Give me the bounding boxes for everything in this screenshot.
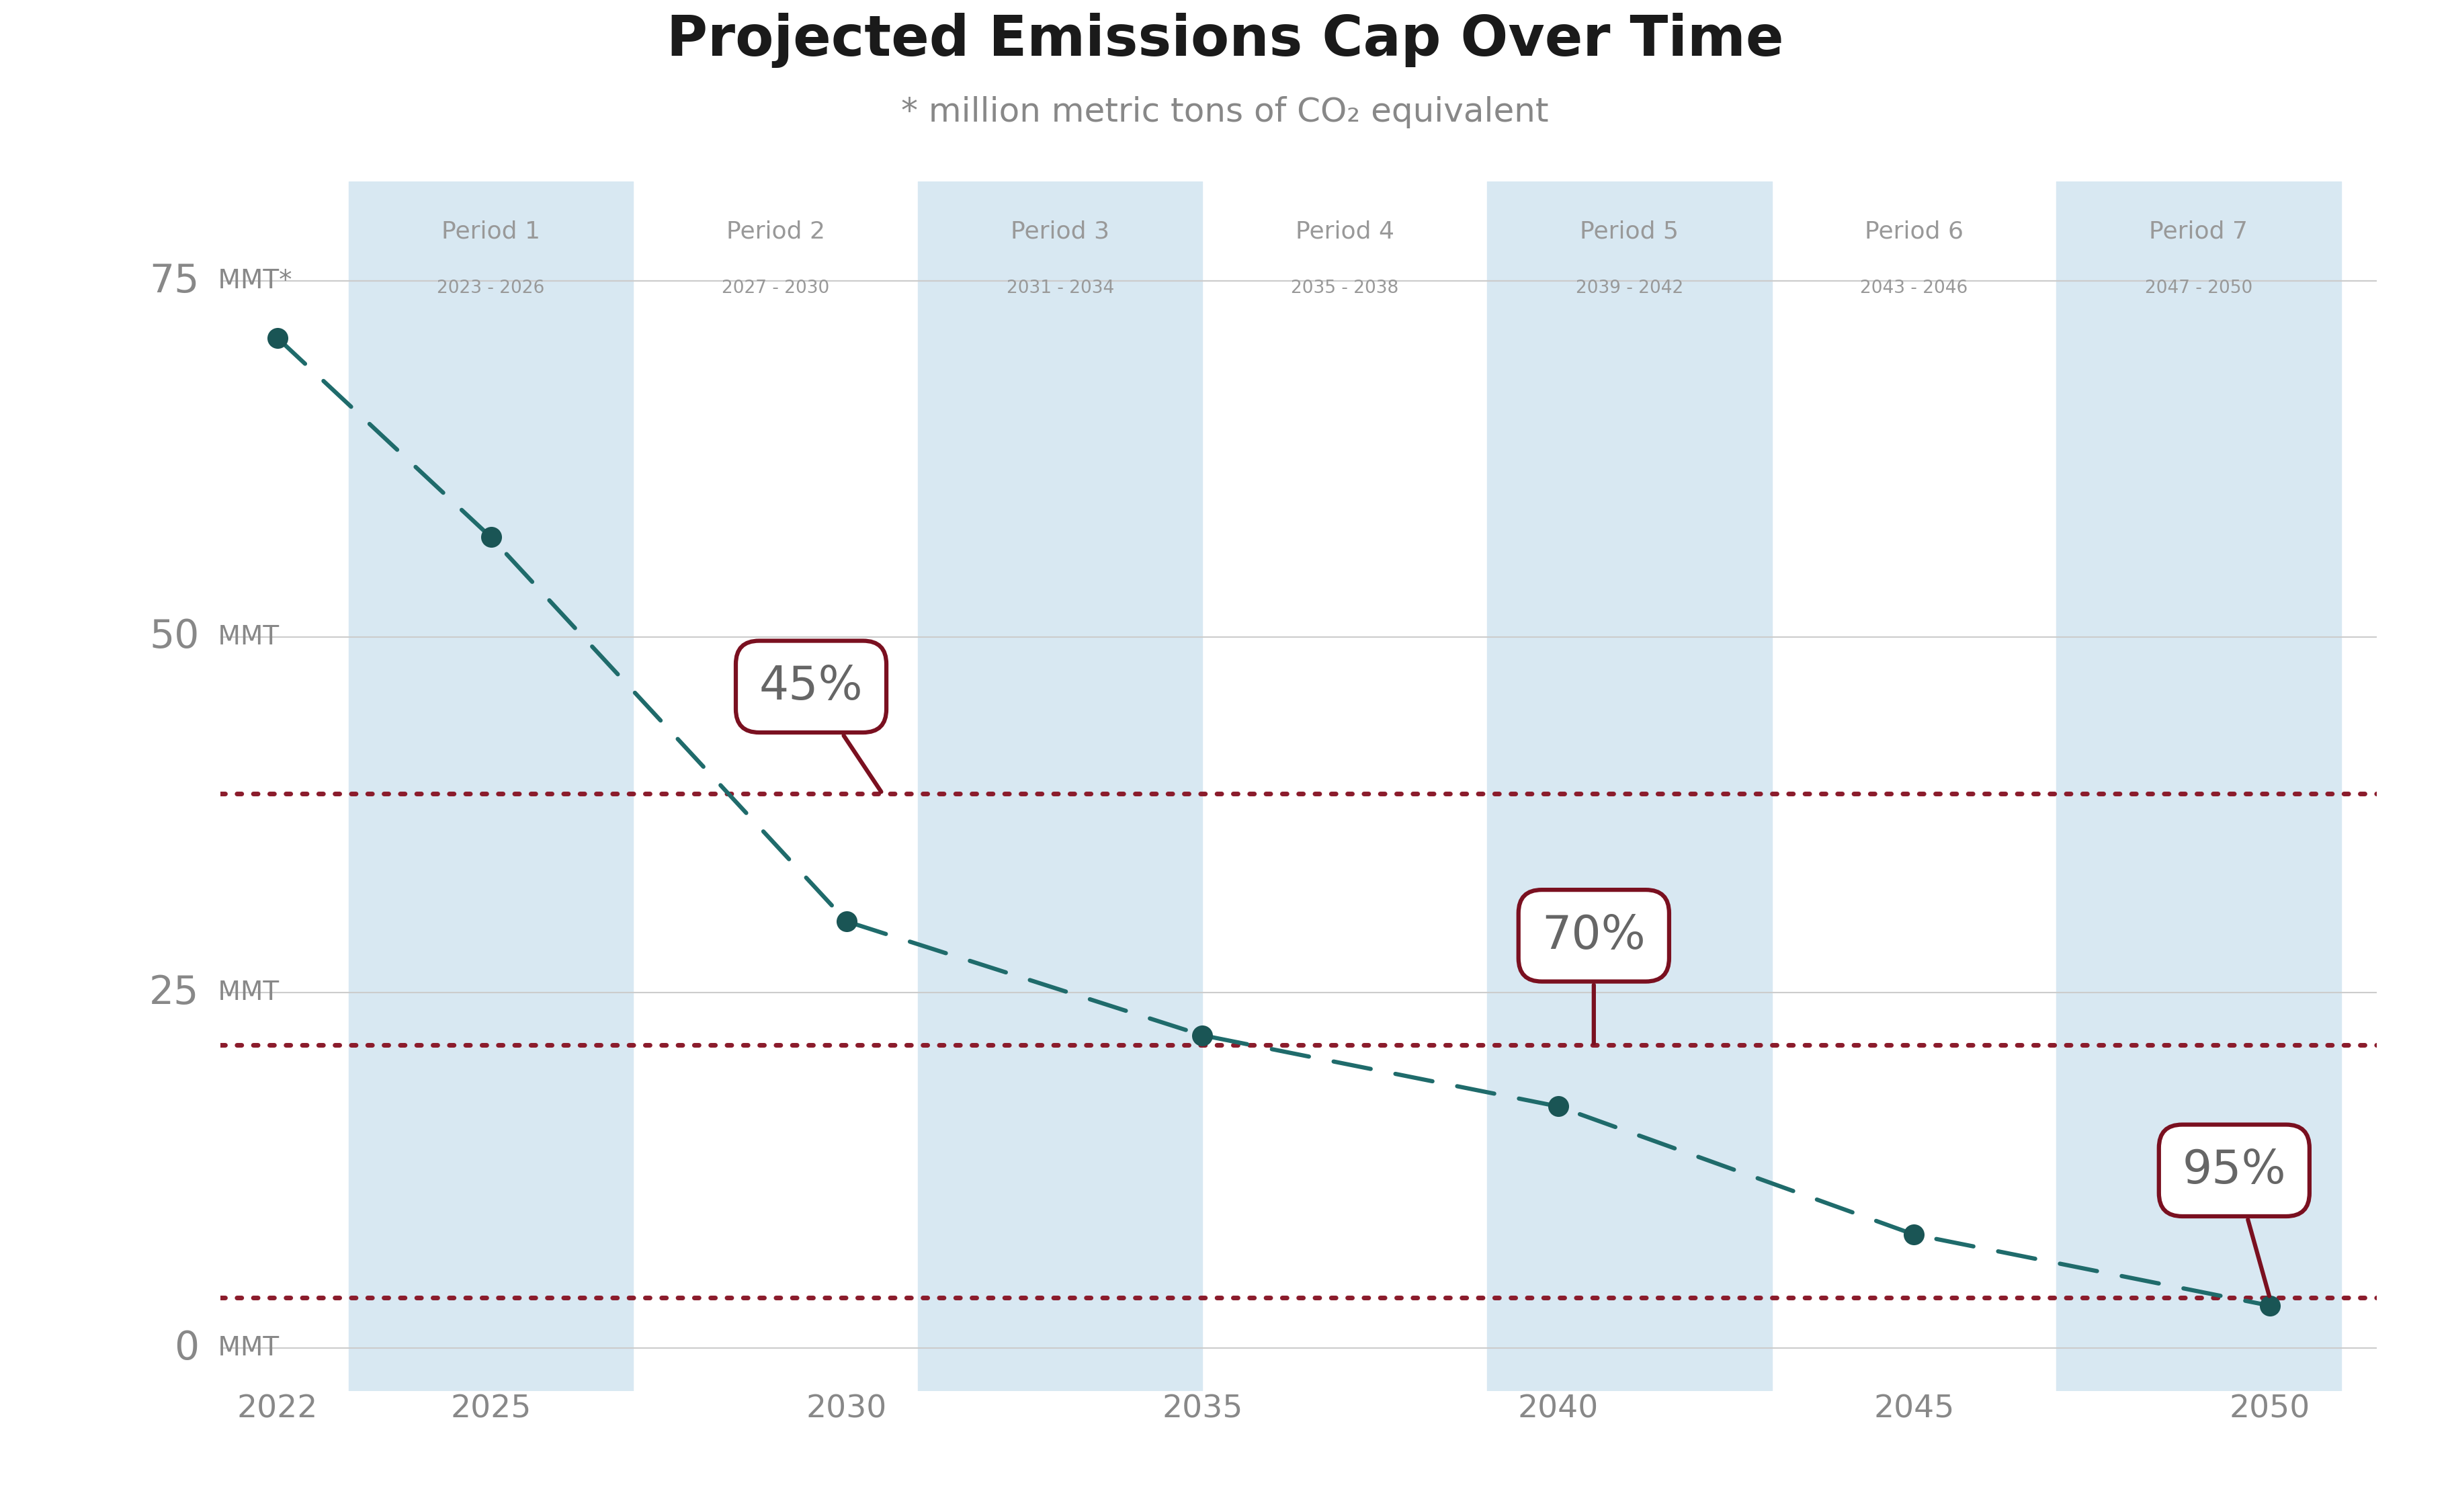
Text: 25: 25 bbox=[149, 974, 198, 1012]
Bar bbox=[2056, 181, 2340, 1391]
Text: 2047 - 2050: 2047 - 2050 bbox=[2144, 280, 2252, 296]
Text: Period 7: Period 7 bbox=[2149, 219, 2249, 242]
Bar bbox=[348, 181, 632, 1391]
Text: 70%: 70% bbox=[1541, 913, 1646, 1043]
Text: Period 1: Period 1 bbox=[441, 219, 541, 242]
Text: Period 4: Period 4 bbox=[1296, 219, 1394, 242]
Text: 95%: 95% bbox=[2183, 1148, 2286, 1296]
Text: Period 2: Period 2 bbox=[725, 219, 826, 242]
Text: 45%: 45% bbox=[760, 664, 882, 792]
Point bbox=[470, 525, 510, 549]
Bar bbox=[1487, 181, 1771, 1391]
Text: MMT: MMT bbox=[211, 624, 279, 650]
Text: 50: 50 bbox=[149, 618, 198, 656]
Point bbox=[1183, 1024, 1223, 1048]
Text: 2023 - 2026: 2023 - 2026 bbox=[436, 280, 544, 296]
Text: Period 6: Period 6 bbox=[1864, 219, 1962, 242]
Bar bbox=[919, 181, 1203, 1391]
Text: 2039 - 2042: 2039 - 2042 bbox=[1575, 280, 1683, 296]
Text: 2031 - 2034: 2031 - 2034 bbox=[1007, 280, 1115, 296]
Point bbox=[828, 909, 867, 933]
Text: MMT: MMT bbox=[211, 1335, 279, 1361]
Point bbox=[257, 327, 296, 351]
Text: 2035 - 2038: 2035 - 2038 bbox=[1291, 280, 1399, 296]
Text: * million metric tons of CO₂ equivalent: * million metric tons of CO₂ equivalent bbox=[902, 97, 1548, 129]
Point bbox=[2249, 1294, 2288, 1318]
Text: MMT*: MMT* bbox=[211, 268, 292, 293]
Text: Period 3: Period 3 bbox=[1012, 219, 1110, 242]
Point bbox=[1539, 1095, 1578, 1119]
Text: MMT: MMT bbox=[211, 980, 279, 1005]
Text: 2043 - 2046: 2043 - 2046 bbox=[1860, 280, 1967, 296]
Text: Projected Emissions Cap Over Time: Projected Emissions Cap Over Time bbox=[666, 14, 1784, 68]
Text: 75: 75 bbox=[149, 262, 198, 301]
Text: 0: 0 bbox=[174, 1329, 198, 1367]
Text: 2027 - 2030: 2027 - 2030 bbox=[723, 280, 831, 296]
Text: Period 5: Period 5 bbox=[1580, 219, 1678, 242]
Point bbox=[1894, 1222, 1933, 1246]
